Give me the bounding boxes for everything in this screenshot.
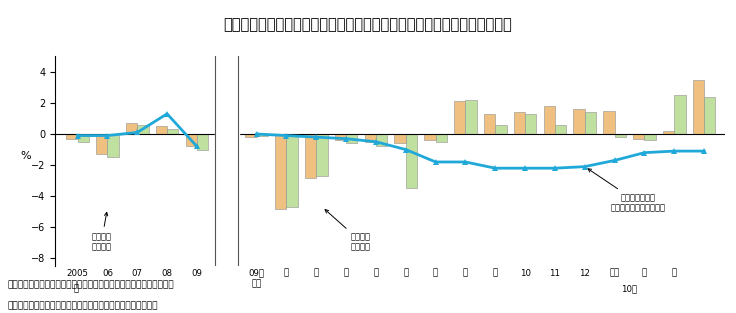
Bar [663, 131, 674, 134]
Bar [555, 125, 566, 134]
Bar [436, 134, 447, 142]
Bar [495, 125, 506, 134]
Bar [335, 134, 346, 140]
Bar [257, 134, 268, 136]
Bar [604, 111, 615, 134]
Bar [424, 134, 436, 140]
Bar [454, 101, 465, 134]
Bar [584, 112, 596, 134]
Bar [514, 112, 525, 134]
Bar [364, 134, 376, 142]
Bar [286, 134, 298, 207]
Bar [615, 134, 626, 137]
Bar [107, 134, 118, 157]
Bar [275, 134, 286, 208]
Bar [96, 134, 107, 154]
Bar [376, 134, 387, 146]
Bar [465, 100, 477, 134]
Text: 資料：総務省「消費者物価指数」、「家計調査（二人以上の世帯）」: 資料：総務省「消費者物価指数」、「家計調査（二人以上の世帯）」 [7, 280, 174, 289]
Bar [674, 95, 685, 134]
Text: 10年: 10年 [621, 285, 637, 294]
Bar [645, 134, 656, 140]
Bar [406, 134, 417, 188]
Bar [66, 134, 77, 139]
Text: 図２－７　家計消費支出と消費者物価指数の対前年（同月）増減率の推移: 図２－７ 家計消費支出と消費者物価指数の対前年（同月）増減率の推移 [224, 18, 512, 33]
Text: 年: 年 [74, 285, 79, 294]
Bar [346, 134, 358, 143]
Bar [245, 134, 257, 137]
Bar [305, 134, 316, 177]
Bar [573, 109, 584, 134]
Bar [316, 134, 328, 176]
Bar [484, 114, 495, 134]
Bar [126, 123, 137, 134]
Text: 注：消費支出の実質化には持家の帰属家賃を除く総合を使用: 注：消費支出の実質化には持家の帰属家賃を除く総合を使用 [7, 301, 158, 310]
Y-axis label: %: % [20, 151, 31, 161]
Text: 消費者物価指数
（生鮮食品を除く総合）: 消費者物価指数 （生鮮食品を除く総合） [588, 169, 666, 213]
Bar [633, 134, 645, 139]
Bar [167, 129, 178, 134]
Bar [525, 114, 537, 134]
Bar [137, 125, 149, 134]
Bar [693, 80, 704, 134]
Text: 消費支出
（名目）: 消費支出 （名目） [91, 213, 111, 251]
Bar [544, 106, 555, 134]
Bar [77, 134, 89, 142]
Bar [394, 134, 406, 143]
Bar [197, 134, 208, 150]
Bar [215, 56, 238, 266]
Bar [156, 126, 167, 134]
Bar [704, 97, 715, 134]
Bar [185, 134, 197, 146]
Text: 消費支出
（実質）: 消費支出 （実質） [325, 210, 371, 251]
